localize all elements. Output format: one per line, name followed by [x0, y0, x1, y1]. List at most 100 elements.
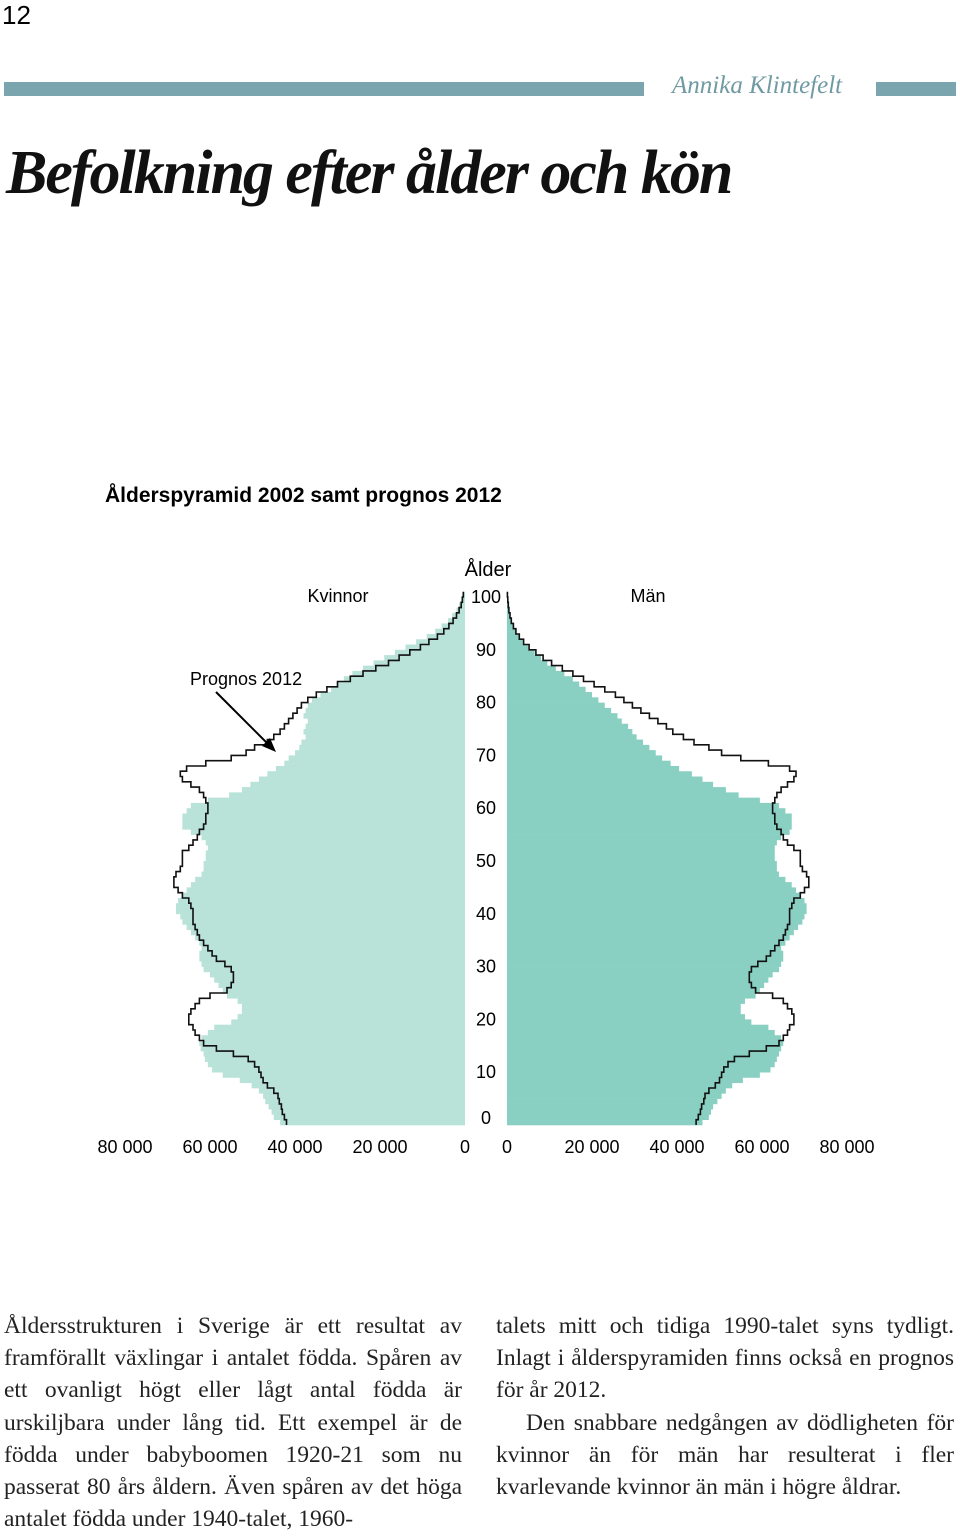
- bar-man-age-61: [507, 797, 760, 804]
- bar-man-age-13: [507, 1051, 779, 1057]
- annotation-arrowhead: [262, 738, 276, 752]
- bar-kvinnor-age-57: [182, 818, 465, 825]
- body-paragraph-3: Den snabbare nedgången av dödligheten fö…: [496, 1409, 954, 1501]
- bar-man-age-39: [507, 913, 805, 920]
- bar-kvinnor-age-26: [218, 982, 465, 989]
- x-tick-left-1: 60 000: [182, 1137, 237, 1157]
- bar-kvinnor-age-88: [384, 655, 465, 661]
- bar-man-age-82: [507, 686, 586, 693]
- bar-kvinnor-age-96: [452, 612, 465, 619]
- bar-kvinnor-age-89: [394, 649, 465, 656]
- bar-kvinnor-age-92: [426, 633, 465, 640]
- bar-kvinnor-age-77: [303, 713, 465, 719]
- bar-man-age-7: [507, 1082, 733, 1089]
- bar-kvinnor-age-69: [288, 755, 465, 761]
- bar-kvinnor-age-94: [441, 623, 465, 629]
- bar-man-age-89: [507, 649, 535, 656]
- bar-kvinnor-age-24: [227, 993, 465, 999]
- bar-kvinnor-age-80: [312, 697, 465, 703]
- y-tick-70: 70: [476, 745, 496, 765]
- bar-kvinnor-age-4: [265, 1098, 465, 1105]
- bar-kvinnor-age-74: [303, 729, 465, 735]
- bar-man-age-30: [507, 961, 782, 967]
- bar-kvinnor-age-10: [212, 1066, 465, 1073]
- bar-kvinnor-age-55: [190, 829, 465, 835]
- bar-man-age-67: [507, 765, 680, 772]
- annotation-prognos: Prognos 2012: [190, 669, 302, 689]
- prognos-kvinnor-line: [173, 591, 465, 1125]
- bar-man-age-86: [507, 665, 556, 672]
- bar-man-age-55: [507, 829, 790, 835]
- bar-man-age-69: [507, 755, 663, 761]
- bar-kvinnor-age-62: [229, 792, 465, 798]
- bar-kvinnor-age-91: [416, 639, 465, 645]
- bar-man-age-84: [507, 676, 573, 682]
- bar-man-age-42: [507, 897, 805, 904]
- bar-kvinnor-age-48: [203, 866, 465, 872]
- bar-man-age-96: [507, 612, 510, 619]
- bar-man-age-64: [507, 781, 714, 788]
- x-tick-left-0: 80 000: [97, 1137, 152, 1157]
- bar-man-age-93: [507, 628, 516, 635]
- bar-kvinnor-age-6: [258, 1088, 465, 1094]
- bar-kvinnor-age-34: [199, 940, 465, 946]
- bar-kvinnor-age-51: [205, 850, 465, 857]
- body-paragraph-1: Åldersstrukturen i Sverige är ett result…: [4, 1313, 462, 1533]
- y-axis-label: Ålder: [465, 558, 512, 581]
- bar-man-age-63: [507, 787, 726, 793]
- bar-kvinnor-age-19: [231, 1019, 465, 1025]
- body-paragraph-2: talets mitt och tidiga 1990-talet syns t…: [496, 1313, 954, 1404]
- bar-man-age-90: [507, 644, 529, 651]
- bar-man-age-2: [507, 1109, 711, 1115]
- bar-kvinnor-age-21: [241, 1008, 465, 1015]
- bar-kvinnor-age-28: [210, 971, 465, 978]
- bar-man-age-54: [507, 834, 782, 841]
- bar-man-age-71: [507, 744, 650, 751]
- bar-kvinnor-age-95: [448, 618, 465, 624]
- bar-man-age-5: [507, 1093, 722, 1099]
- bar-man-age-35: [507, 934, 790, 941]
- prognos-outline: [173, 591, 810, 1125]
- bar-kvinnor-age-5: [263, 1093, 465, 1099]
- x-tick-right-4: 80 000: [819, 1137, 874, 1157]
- bar-man-age-77: [507, 713, 618, 719]
- x-tick-right-1: 20 000: [564, 1137, 619, 1157]
- bar-kvinnor-age-75: [305, 723, 465, 730]
- bar-kvinnor-age-23: [237, 998, 465, 1004]
- bar-man-age-3: [507, 1103, 714, 1110]
- header-rule-left: [4, 82, 644, 96]
- bar-kvinnor-age-12: [204, 1056, 465, 1062]
- legend-kvinnor: Kvinnor: [307, 586, 368, 606]
- bar-man-age-79: [507, 702, 605, 709]
- bar-man-age-49: [507, 861, 777, 867]
- bar-man-age-66: [507, 771, 692, 777]
- bar-kvinnor-age-35: [195, 934, 465, 941]
- x-tick-left-2: 40 000: [267, 1137, 322, 1157]
- bar-kvinnor-age-15: [199, 1040, 465, 1047]
- annotation-arrow-line: [215, 691, 273, 749]
- bar-man-age-46: [507, 876, 786, 883]
- body-column-1: Åldersstrukturen i Sverige är ett result…: [4, 1310, 462, 1535]
- bar-man-age-41: [507, 903, 807, 909]
- x-tick-left-3: 20 000: [352, 1137, 407, 1157]
- body-column-2: talets mitt och tidiga 1990-talet syns t…: [496, 1310, 954, 1503]
- bar-man-age-62: [507, 792, 739, 798]
- bar-kvinnor-age-30: [201, 961, 465, 967]
- y-tick-0: 0: [481, 1108, 491, 1128]
- bar-man-age-80: [507, 697, 599, 703]
- bar-kvinnor-age-72: [301, 739, 465, 746]
- bar-kvinnor-age-86: [363, 665, 465, 672]
- bar-man-age-70: [507, 750, 656, 756]
- bar-man-age-56: [507, 824, 792, 830]
- bar-kvinnor-age-31: [199, 956, 465, 962]
- y-tick-60: 60: [476, 798, 496, 818]
- bar-man-age-85: [507, 670, 565, 677]
- bar-kvinnor-age-29: [203, 966, 465, 973]
- bar-man-age-88: [507, 655, 541, 661]
- bar-kvinnor-age-9: [222, 1072, 465, 1078]
- bar-kvinnor-age-66: [267, 771, 465, 777]
- bar-man-age-14: [507, 1045, 782, 1052]
- bar-man-age-16: [507, 1035, 782, 1041]
- bar-kvinnor-age-90: [405, 644, 465, 651]
- bar-man-age-18: [507, 1024, 769, 1031]
